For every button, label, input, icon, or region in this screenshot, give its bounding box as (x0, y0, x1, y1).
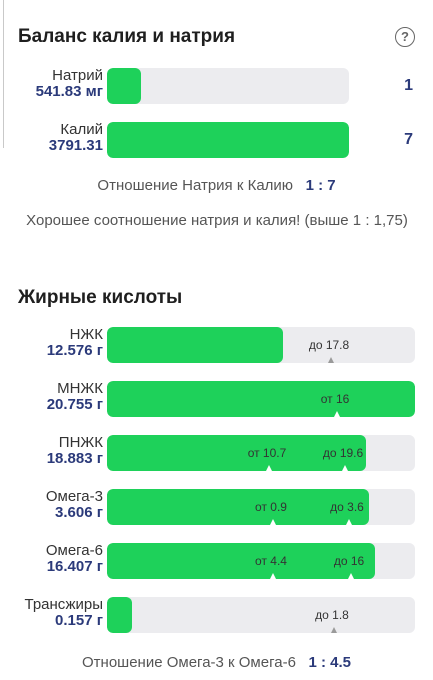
fat-range-mark: до 16 (333, 554, 365, 568)
fat-range-mark: от 0.9 (255, 500, 287, 514)
omega-ratio-value: 1 : 4.5 (308, 654, 351, 671)
fat-range-tick (270, 573, 276, 579)
potassium-bar-fill (107, 122, 349, 158)
fat-value: 12.576 г (46, 342, 103, 359)
potassium-name: Калий (60, 121, 103, 138)
fat-bar-fill (107, 597, 132, 633)
ratio-label: Отношение Натрия к Калию (97, 177, 294, 194)
balance-title: Баланс калия и натрия (18, 26, 236, 47)
fat-bar: от 0.9 до 3.6 (107, 489, 415, 525)
fat-value: 18.883 г (46, 450, 103, 467)
fat-name: Омега-6 (45, 542, 103, 559)
fat-name: МНЖК (57, 380, 103, 397)
fat-range-tick (346, 519, 352, 525)
fat-bar-fill (107, 543, 375, 579)
potassium-score: 7 (404, 131, 413, 148)
sodium-bar-fill (107, 68, 141, 104)
fats-title: Жирные кислоты (18, 287, 183, 308)
fat-name: ПНЖК (58, 434, 103, 451)
fat-bar: до 1.8 (107, 597, 415, 633)
fat-range-mark: до 3.6 (330, 500, 364, 514)
fat-bar: от 16 (107, 381, 415, 417)
fat-bar: до 17.8 (107, 327, 415, 363)
fat-bar-fill (107, 435, 366, 471)
sodium-potassium-ratio: Отношение Натрия к Калию 1 : 7 (0, 177, 433, 194)
fat-range-mark: от 4.4 (255, 554, 287, 568)
fat-range-tick (266, 465, 272, 471)
fat-bar-fill (107, 489, 369, 525)
fat-bar: от 4.4 до 16 (107, 543, 415, 579)
fat-row-label: ПНЖК 18.883 г (47, 435, 103, 467)
left-edge-divider (0, 0, 4, 148)
fat-value: 3.606 г (55, 504, 103, 521)
fat-range-tick (270, 519, 276, 525)
fat-row-label: Омега-3 3.606 г (46, 489, 103, 521)
fat-range-tick (348, 573, 354, 579)
fat-bar: от 10.7 до 19.6 (107, 435, 415, 471)
fat-range-mark: до 17.8 (308, 338, 350, 352)
ratio-value: 1 : 7 (305, 177, 336, 194)
potassium-bar (107, 122, 349, 158)
fat-range-mark: до 1.8 (315, 608, 349, 622)
fat-range-tick (334, 411, 340, 417)
fat-bar-fill (107, 381, 415, 417)
sodium-label: Натрий 541.83 мг (36, 68, 103, 100)
fat-row-label: МНЖК 20.755 г (47, 381, 103, 413)
fat-value: 20.755 г (46, 396, 103, 413)
fat-range-mark: от 16 (320, 392, 350, 406)
fat-value: 16.407 г (46, 558, 103, 575)
fat-row-label: Трансжиры 0.157 г (25, 597, 104, 629)
fat-range-mark: от 10.7 (247, 446, 287, 460)
fat-range-tick (342, 465, 348, 471)
fat-value: 0.157 г (55, 612, 103, 629)
question-circle-icon[interactable]: ? (395, 27, 415, 47)
potassium-value: 3791.31 (48, 137, 103, 154)
fat-row-label: Омега-6 16.407 г (46, 543, 103, 575)
fat-name: Омега-3 (45, 488, 103, 505)
fat-range-tick (331, 627, 337, 633)
potassium-label: Калий 3791.31 (49, 122, 103, 154)
fat-row-label: НЖК 12.576 г (47, 327, 103, 359)
omega-ratio-label: Отношение Омега-3 к Омега-6 (82, 654, 296, 671)
fat-name: НЖК (69, 326, 103, 343)
fat-range-tick (328, 357, 334, 363)
balance-message: Хорошее соотношение натрия и калия! (выш… (26, 212, 408, 229)
sodium-value: 541.83 мг (35, 83, 103, 100)
sodium-bar (107, 68, 349, 104)
fat-range-mark: до 19.6 (322, 446, 364, 460)
omega-ratio: Отношение Омега-3 к Омега-6 1 : 4.5 (0, 654, 433, 671)
sodium-score: 1 (404, 77, 413, 94)
sodium-name: Натрий (52, 67, 103, 84)
fat-bar-fill (107, 327, 283, 363)
fat-name: Трансжиры (24, 596, 104, 613)
